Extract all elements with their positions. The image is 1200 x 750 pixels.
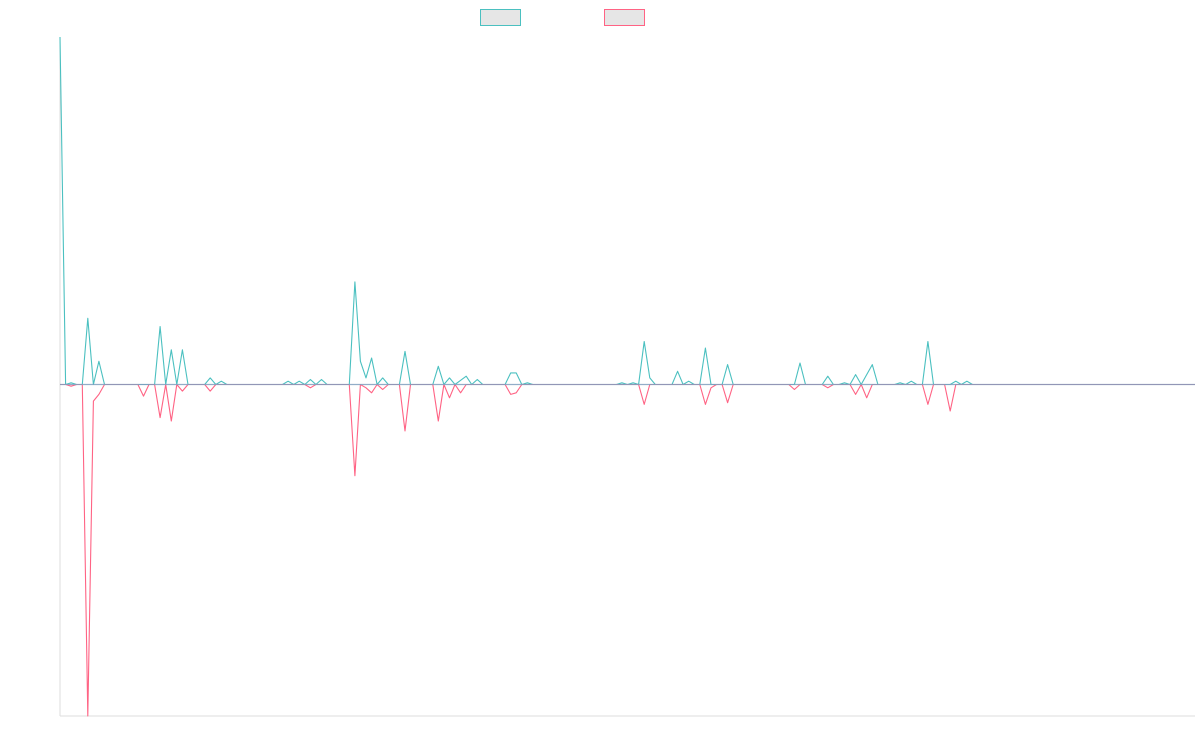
legend[interactable]	[480, 9, 645, 26]
chart-axes	[59, 37, 1195, 717]
series-layer	[59, 36, 1195, 717]
series-line-1	[59, 36, 1195, 386]
legend-swatch-2[interactable]	[604, 9, 645, 26]
legend-swatch-1[interactable]	[480, 9, 521, 26]
series-line-2	[60, 383, 1195, 717]
